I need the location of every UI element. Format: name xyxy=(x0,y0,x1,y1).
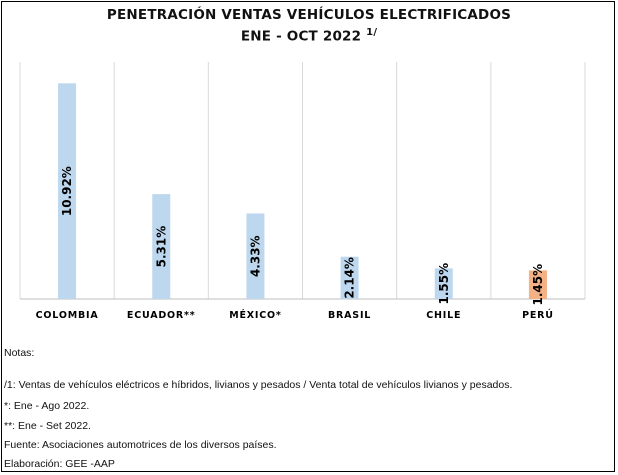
x-tick-label: PERÚ xyxy=(522,309,554,321)
data-label: 1.55% xyxy=(437,263,451,305)
note-author: Elaboración: GEE -AAP xyxy=(4,458,115,470)
data-label: 5.31% xyxy=(154,226,168,268)
bar xyxy=(58,83,77,299)
data-label: 1.45% xyxy=(531,264,545,306)
x-tick-label: ECUADOR** xyxy=(127,310,196,321)
bar xyxy=(152,194,171,299)
x-tick-label: CHILE xyxy=(426,310,461,321)
notes-heading: Notas: xyxy=(4,347,35,359)
note-source: Fuente: Asociaciones automotrices de los… xyxy=(4,439,277,451)
note-3: **: Ene - Set 2022. xyxy=(4,420,91,432)
bar xyxy=(434,268,453,299)
chart-title: PENETRACIÓN VENTAS VEHÍCULOS ELECTRIFICA… xyxy=(106,7,512,23)
x-tick-label: COLOMBIA xyxy=(36,310,99,321)
data-label: 4.33% xyxy=(248,235,262,277)
bar-chart: 10.92% COLOMBIA 5.31% ECUADOR** 4.33% MÉXICO*… xyxy=(19,62,586,321)
x-tick-label: BRASIL xyxy=(328,310,371,321)
chart-subtitle-line: ENE - OCT 2022 1/ xyxy=(0,27,618,45)
note-2: *: Ene - Ago 2022. xyxy=(4,400,90,412)
data-label: 2.14% xyxy=(343,257,357,299)
bar xyxy=(340,256,359,299)
bar xyxy=(246,213,265,299)
data-label: 10.92% xyxy=(60,166,74,216)
note-1: /1: Ventas de vehículos eléctricos e híb… xyxy=(4,379,513,391)
x-tick-label: MÉXICO* xyxy=(229,309,281,321)
chart-subtitle-note: 1/ xyxy=(366,27,378,38)
bar xyxy=(528,270,547,299)
chart-subtitle: ENE - OCT 2022 xyxy=(240,28,362,45)
